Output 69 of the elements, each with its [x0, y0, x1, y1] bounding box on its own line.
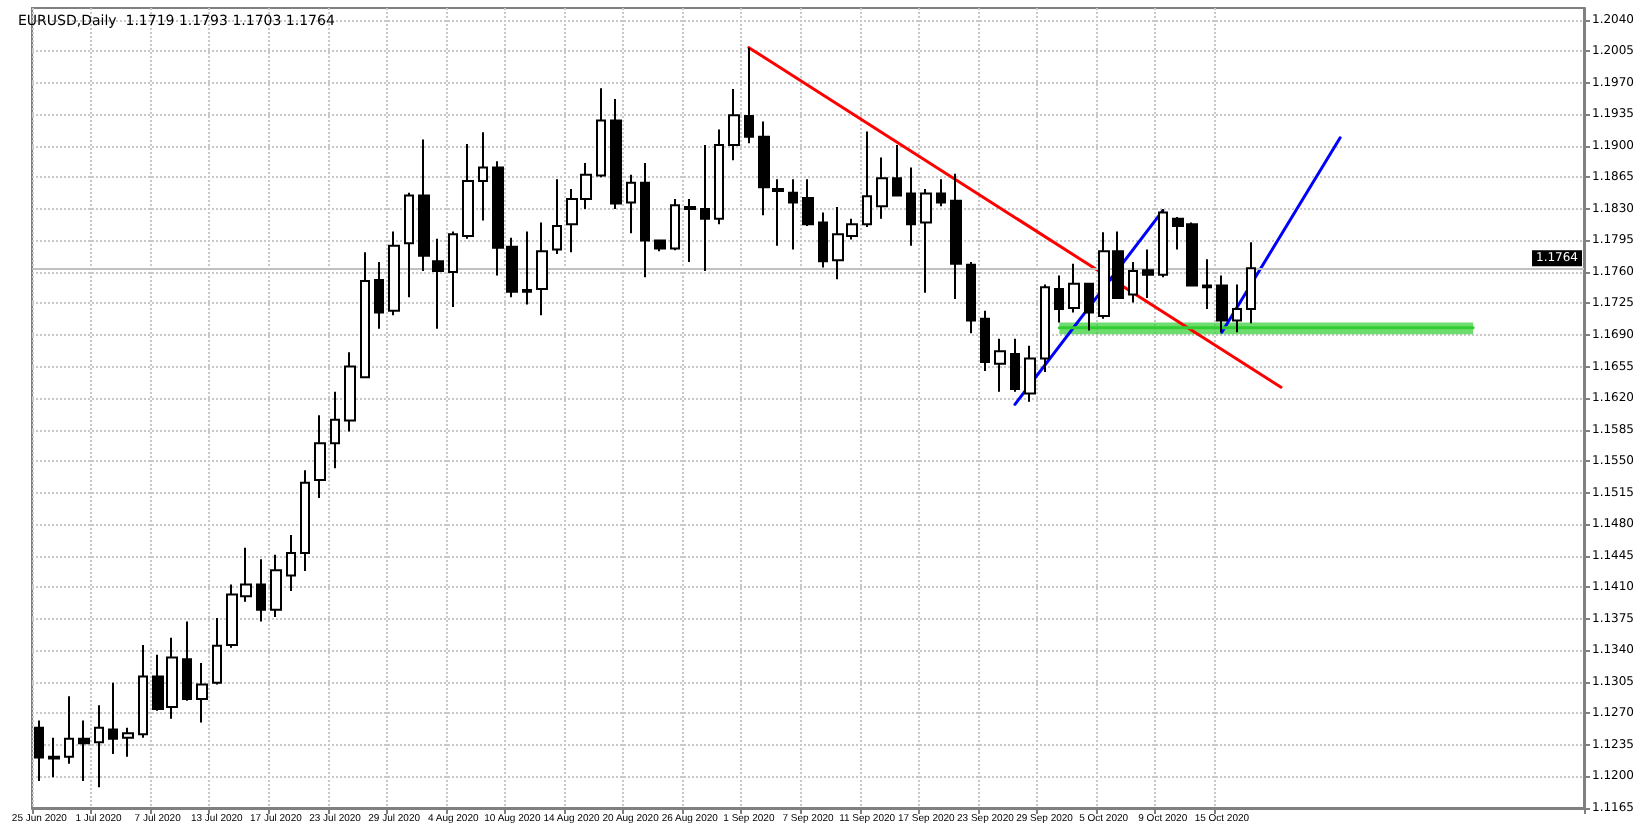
candlestick — [122, 726, 134, 758]
candlestick — [536, 221, 548, 317]
candlestick — [1010, 337, 1020, 393]
candlestick — [758, 120, 770, 217]
candlestick — [1246, 241, 1256, 325]
candlestick — [876, 156, 888, 220]
candlestick — [48, 736, 60, 779]
candlestick — [1216, 274, 1228, 334]
candlestick — [522, 230, 532, 306]
candlestick — [744, 46, 754, 145]
candlestick — [78, 719, 90, 782]
candlestick — [714, 128, 724, 226]
candlestick — [314, 414, 326, 500]
candlestick — [432, 237, 444, 330]
candlestick — [286, 534, 296, 592]
candlestick — [182, 620, 192, 702]
candlestick — [994, 337, 1006, 393]
candlestick — [1232, 283, 1242, 334]
candlestick — [862, 130, 872, 228]
candlestick — [936, 178, 946, 208]
candlestick — [462, 143, 474, 240]
candlestick — [300, 469, 310, 573]
candlestick — [34, 719, 44, 782]
candlestick — [478, 131, 488, 222]
candlestick — [374, 261, 384, 330]
candlestick — [138, 643, 148, 739]
candlestick — [64, 695, 74, 765]
candlestick — [196, 661, 208, 724]
candlestick — [892, 143, 902, 198]
candlestick — [1068, 262, 1080, 314]
candlestick — [596, 87, 606, 179]
candlestick — [818, 211, 828, 269]
candlestick — [1142, 248, 1154, 300]
candlestick — [728, 88, 740, 162]
candlestick — [1024, 344, 1036, 403]
candlestick — [256, 558, 266, 623]
candlestick — [920, 188, 932, 294]
candlestick — [360, 251, 370, 380]
candlestick — [670, 197, 680, 252]
candlestick — [330, 390, 340, 470]
candlestick — [802, 178, 814, 228]
candlestick — [108, 681, 118, 755]
candlestick — [610, 97, 622, 210]
candlestick — [1054, 274, 1064, 324]
candlestick — [344, 351, 356, 433]
candlestick — [626, 173, 636, 235]
candlestick — [788, 178, 798, 251]
candlestick — [654, 239, 666, 253]
candlestick — [966, 261, 976, 335]
candlestick — [1202, 258, 1212, 310]
candlestick — [418, 138, 430, 273]
candlestick — [94, 704, 104, 789]
candlestick — [684, 197, 696, 264]
candlestick — [906, 166, 916, 247]
candlestick — [980, 309, 990, 373]
candlestick — [212, 616, 222, 686]
candlestick — [950, 172, 962, 300]
candlestick — [270, 553, 282, 619]
candlestick — [640, 161, 650, 279]
candlestick — [404, 191, 414, 299]
candlestick — [772, 178, 784, 247]
candlestick — [1084, 281, 1094, 332]
candlestick — [700, 143, 710, 273]
candlestick — [1128, 261, 1138, 304]
candlestick — [448, 230, 458, 309]
candlestick — [1040, 283, 1050, 373]
candlestick — [388, 230, 400, 317]
candlestick — [552, 178, 562, 255]
candlestick — [1158, 207, 1168, 279]
